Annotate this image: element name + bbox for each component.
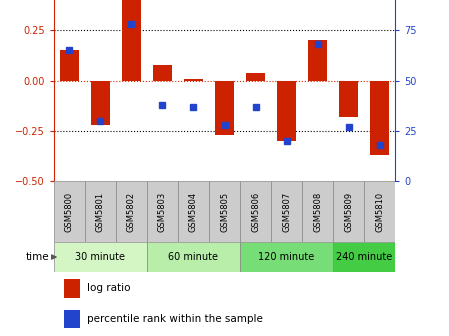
Bar (308, 40, 327, 81)
Text: time: time (26, 252, 49, 262)
Text: GSM5801: GSM5801 (96, 192, 105, 232)
Text: percentile rank within the sample: percentile rank within the sample (87, 314, 263, 324)
Bar (333, 181, 364, 242)
Bar (153, 65, 172, 81)
Bar (240, 181, 271, 242)
Bar (60, 50, 79, 81)
Bar (364, 181, 395, 242)
Bar (91, 81, 110, 125)
Text: 30 minute: 30 minute (75, 252, 125, 262)
Text: GSM5809: GSM5809 (344, 192, 353, 232)
Text: GSM5802: GSM5802 (127, 192, 136, 232)
Text: GSM5800: GSM5800 (65, 192, 74, 232)
Bar (370, 81, 389, 155)
Text: 60 minute: 60 minute (168, 252, 219, 262)
Bar (122, 0, 141, 81)
Bar (333, 242, 395, 272)
Text: GSM5807: GSM5807 (282, 192, 291, 232)
Bar (54, 242, 147, 272)
Bar (246, 73, 265, 81)
Text: GSM5804: GSM5804 (189, 192, 198, 232)
Bar (147, 181, 178, 242)
Bar (240, 242, 333, 272)
Bar (215, 81, 234, 135)
Bar (85, 181, 116, 242)
Bar (277, 81, 296, 141)
Text: GSM5806: GSM5806 (251, 192, 260, 232)
Bar (302, 181, 333, 242)
Text: 120 minute: 120 minute (259, 252, 315, 262)
Bar (116, 181, 147, 242)
Text: GSM5803: GSM5803 (158, 192, 167, 232)
Text: GSM5805: GSM5805 (220, 192, 229, 232)
Text: 240 minute: 240 minute (336, 252, 392, 262)
Bar (64, 280, 80, 298)
Bar (178, 181, 209, 242)
Bar (54, 181, 85, 242)
Bar (147, 242, 240, 272)
Bar (184, 79, 203, 81)
Bar (271, 181, 302, 242)
Bar (209, 181, 240, 242)
Bar (339, 81, 358, 117)
Text: GSM5808: GSM5808 (313, 192, 322, 232)
Bar (64, 310, 80, 328)
Text: log ratio: log ratio (87, 284, 131, 293)
Text: GSM5810: GSM5810 (375, 192, 384, 232)
